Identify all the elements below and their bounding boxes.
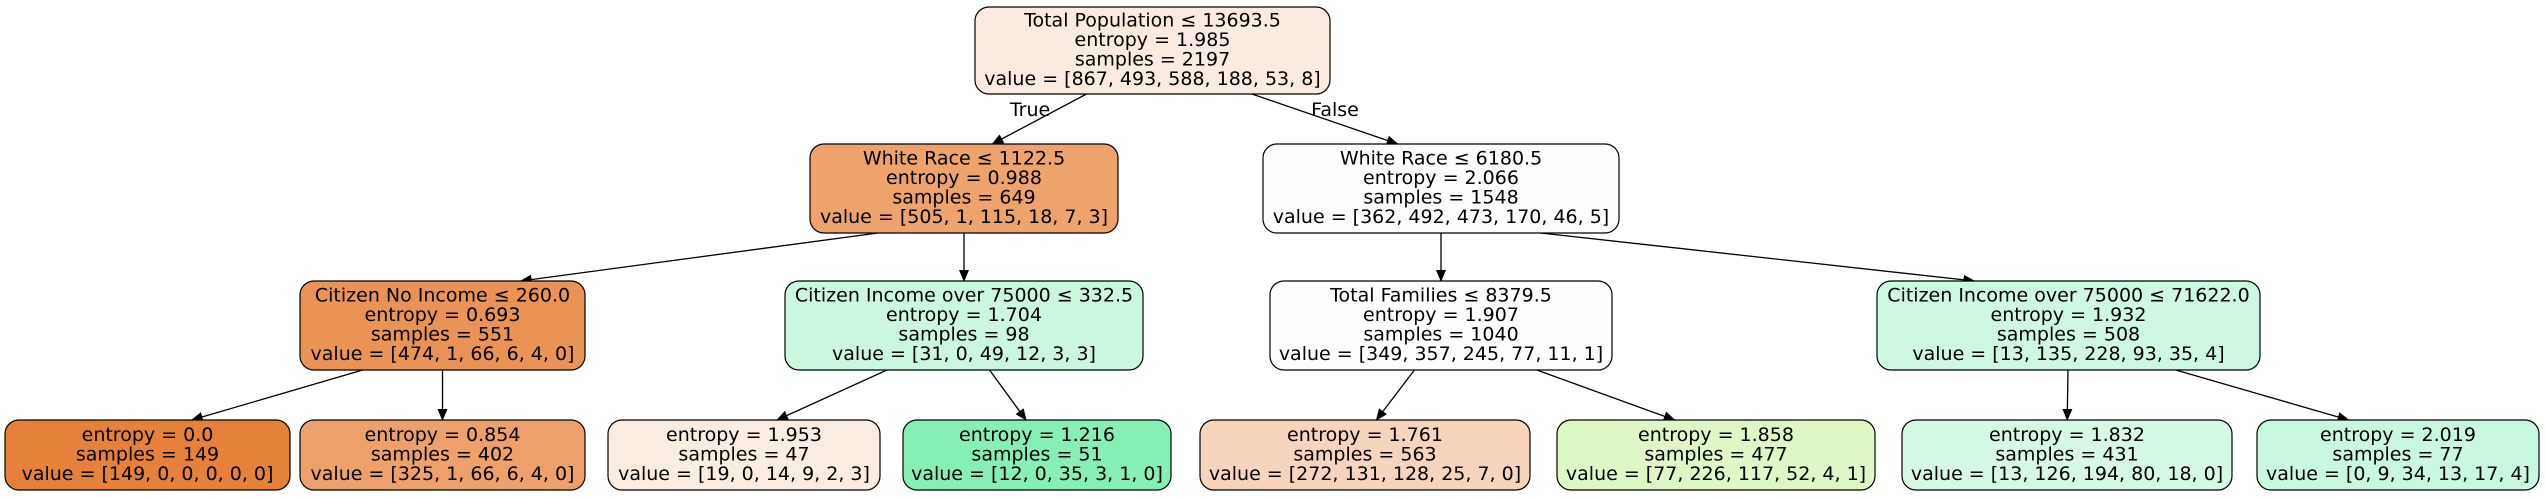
tree-node-line: value = [867, 493, 588, 188, 53, 8] <box>984 68 1320 90</box>
tree-edge-n6-n14 <box>2175 369 2350 422</box>
tree-node-line: samples = 551 <box>371 324 514 346</box>
tree-node-line: samples = 2197 <box>1075 49 1230 71</box>
tree-node-line: samples = 98 <box>898 324 1029 346</box>
tree-node-n4: Citizen Income over 75000 ≤ 332.5entropy… <box>784 280 1144 371</box>
tree-node-line: entropy = 1.953 <box>666 424 822 446</box>
tree-node-line: value = [325, 1, 66, 6, 4, 0] <box>311 463 575 485</box>
tree-node-line: entropy = 1.704 <box>886 304 1042 326</box>
tree-node-line: entropy = 1.216 <box>959 424 1115 446</box>
tree-node-line: value = [19, 0, 14, 9, 2, 3] <box>618 463 870 485</box>
tree-node-line: samples = 149 <box>76 443 219 465</box>
tree-node-box <box>2256 419 2540 491</box>
tree-node-line: entropy = 0.693 <box>365 304 521 326</box>
tree-node-line: value = [505, 1, 115, 18, 7, 3] <box>820 206 1108 228</box>
tree-node-box <box>299 280 586 371</box>
tree-node-line: White Race ≤ 6180.5 <box>1340 148 1542 170</box>
tree-edge-n5-n12 <box>1536 369 1676 421</box>
tree-node-box <box>1262 143 1620 234</box>
tree-node-line: Citizen No Income ≤ 260.0 <box>315 285 570 307</box>
tree-node-line: samples = 431 <box>1995 443 2138 465</box>
tree-node-line: entropy = 2.066 <box>1363 167 1519 189</box>
tree-node-line: samples = 1040 <box>1363 324 1518 346</box>
tree-node-line: value = [13, 135, 228, 93, 35, 4] <box>1912 343 2224 365</box>
tree-node-n6: Citizen Income over 75000 ≤ 71622.0entro… <box>1876 280 2261 371</box>
tree-edge-n0-n1 <box>991 93 1087 145</box>
tree-node-line: entropy = 0.0 <box>82 424 214 446</box>
tree-node-box <box>607 419 881 491</box>
tree-node-line: entropy = 1.761 <box>1287 424 1443 446</box>
tree-node-line: entropy = 1.858 <box>1638 424 1794 446</box>
tree-node-box <box>902 419 1172 491</box>
tree-node-box <box>4 419 291 491</box>
tree-node-line: Citizen Income over 75000 ≤ 332.5 <box>795 285 1133 307</box>
tree-node-line: samples = 77 <box>2332 443 2463 465</box>
tree-node-line: entropy = 1.932 <box>1991 304 2147 326</box>
edge-label-true: True <box>1009 99 1050 121</box>
tree-node-box <box>1556 419 1876 491</box>
tree-node-line: entropy = 2.019 <box>2320 424 2476 446</box>
tree-node-line: samples = 563 <box>1293 443 1436 465</box>
tree-node-line: value = [31, 0, 49, 12, 3, 3] <box>832 343 1096 365</box>
edge-label-false: False <box>1311 99 1359 121</box>
tree-node-box <box>784 280 1144 371</box>
tree-node-line: samples = 649 <box>892 187 1035 209</box>
tree-node-box <box>974 6 1331 95</box>
tree-node-line: samples = 51 <box>971 443 1102 465</box>
tree-edge-n4-n9 <box>776 369 888 421</box>
tree-node-line: Citizen Income over 75000 ≤ 71622.0 <box>1887 285 2249 307</box>
tree-node-line: value = [362, 492, 473, 170, 46, 5] <box>1273 206 1609 228</box>
tree-edges: True False <box>190 93 2350 422</box>
tree-node-line: samples = 1548 <box>1363 187 1518 209</box>
tree-node-box <box>1876 280 2261 371</box>
tree-node-box <box>809 143 1119 234</box>
tree-node-box <box>1199 419 1531 491</box>
tree-node-line: value = [77, 226, 117, 52, 4, 1] <box>1566 463 1866 485</box>
tree-edge-n6-n13 <box>2062 369 2073 421</box>
tree-node-line: value = [349, 357, 245, 77, 11, 1] <box>1279 343 1603 365</box>
tree-edge-n1-n3 <box>519 232 878 285</box>
tree-node-line: entropy = 0.988 <box>886 167 1042 189</box>
tree-node-line: entropy = 1.985 <box>1075 29 1231 51</box>
tree-node-line: entropy = 0.854 <box>365 424 521 446</box>
tree-node-line: value = [0, 9, 34, 13, 17, 4] <box>2266 463 2530 485</box>
tree-node-line: Total Families ≤ 8379.5 <box>1329 285 1552 307</box>
tree-node-line: Total Population ≤ 13693.5 <box>1023 10 1281 32</box>
tree-node-box <box>1269 280 1613 371</box>
tree-node-line: value = [272, 131, 128, 25, 7, 0] <box>1209 463 1521 485</box>
tree-node-line: samples = 47 <box>678 443 809 465</box>
tree-node-line: entropy = 1.832 <box>1989 424 2145 446</box>
tree-node-line: White Race ≤ 1122.5 <box>863 148 1065 170</box>
tree-node-line: value = [12, 0, 35, 3, 1, 0] <box>911 463 1163 485</box>
tree-edge-n2-n6 <box>1540 232 1976 285</box>
tree-node-line: value = [13, 126, 194, 80, 18, 0] <box>1911 463 2223 485</box>
tree-edge-n3-n7 <box>190 369 363 422</box>
tree-edge-n0-n2 <box>1251 93 1399 146</box>
tree-node-box <box>299 419 586 491</box>
tree-node-line: samples = 402 <box>371 443 514 465</box>
tree-node-box <box>1901 419 2233 491</box>
tree-edge-n5-n11 <box>1375 369 1415 421</box>
tree-node-line: samples = 508 <box>1997 324 2140 346</box>
tree-node-line: value = [474, 1, 66, 6, 4, 0] <box>311 343 575 365</box>
tree-edge-n4-n10 <box>989 369 1027 421</box>
tree-node-line: entropy = 1.907 <box>1363 304 1519 326</box>
tree-node-line: value = [149, 0, 0, 0, 0, 0] <box>22 463 274 485</box>
tree-node-line: samples = 477 <box>1644 443 1787 465</box>
